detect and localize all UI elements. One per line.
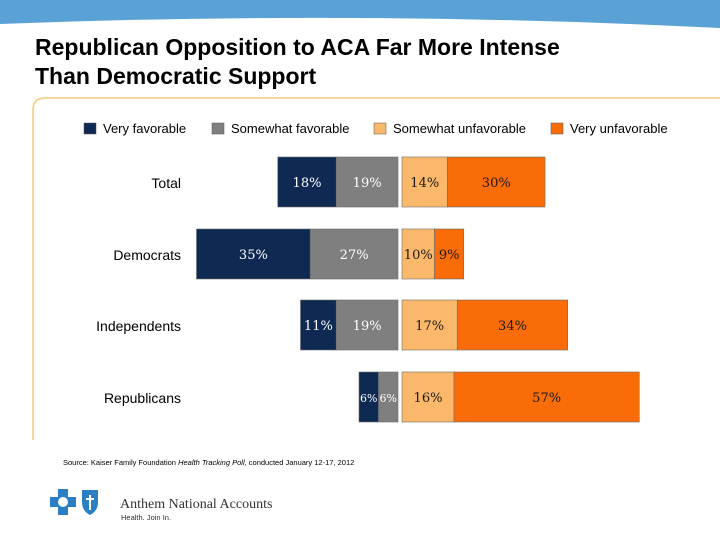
bar-segment [309, 228, 399, 280]
source-suffix: , conducted January 12-17, 2012 [244, 458, 355, 467]
bar-segment [335, 299, 399, 351]
data-label: 9% [439, 248, 460, 263]
bar-segment [401, 299, 458, 351]
data-label: 34% [498, 319, 527, 334]
data-label: 18% [293, 176, 322, 191]
data-label: 6% [380, 392, 397, 405]
legend-label: Somewhat favorable [231, 121, 350, 136]
data-label: 30% [482, 176, 511, 191]
legend-swatch [373, 122, 387, 135]
data-label: 35% [239, 248, 268, 263]
legend-swatch [211, 122, 225, 135]
bars: 18% 19% 14% 30% 35% 27% 10% 9% 11% 19% 17% 34% 6% 6% 1… [196, 156, 640, 423]
data-label: 10% [404, 248, 433, 263]
data-label: 57% [532, 391, 561, 406]
bar-segment [453, 371, 640, 423]
legend-swatch [550, 122, 564, 135]
brand-name: Anthem National Accounts [120, 497, 273, 512]
chart: Very favorable Somewhat favorable Somewhat… [83, 121, 668, 423]
bar-segment [401, 156, 448, 208]
source-prefix: Source: Kaiser Family Foundation [63, 458, 179, 467]
header-band [0, 0, 720, 28]
bar-segment [277, 156, 337, 208]
page-title: Republican Opposition to ACA Far More In… [35, 34, 560, 89]
category-labels: Total Democrats Independents Republicans [96, 175, 181, 406]
legend: Very favorable Somewhat favorable Somewhat… [83, 121, 668, 136]
category-label: Total [151, 175, 181, 191]
data-label: 6% [360, 392, 377, 405]
data-label: 19% [353, 176, 382, 191]
bar-segment [378, 371, 399, 423]
data-label: 11% [304, 319, 333, 334]
data-label: 14% [410, 176, 439, 191]
bcbs-logo [50, 489, 98, 515]
category-label: Democrats [113, 247, 181, 263]
legend-label: Very unfavorable [570, 121, 668, 136]
bar-segment [456, 299, 569, 351]
legend-label: Very favorable [103, 121, 186, 136]
bar-segment [196, 228, 311, 280]
source-poll: Health Tracking Poll [178, 458, 245, 467]
legend-label: Somewhat unfavorable [393, 121, 526, 136]
bar-segment [401, 371, 455, 423]
data-label: 19% [353, 319, 382, 334]
chart-frame [32, 97, 720, 440]
brand-tagline: Health. Join In. [121, 513, 172, 522]
data-label: 27% [340, 248, 369, 263]
category-label: Independents [96, 318, 181, 334]
data-label: 16% [414, 391, 443, 406]
category-label: Republicans [104, 390, 181, 406]
bar-segment [434, 228, 465, 280]
source-note: Source: Kaiser Family Foundation Health … [63, 458, 354, 467]
legend-swatch [83, 122, 97, 135]
bar-segment [447, 156, 546, 208]
data-label: 17% [415, 319, 444, 334]
bar-segment [335, 156, 399, 208]
bar-segment [300, 299, 337, 351]
